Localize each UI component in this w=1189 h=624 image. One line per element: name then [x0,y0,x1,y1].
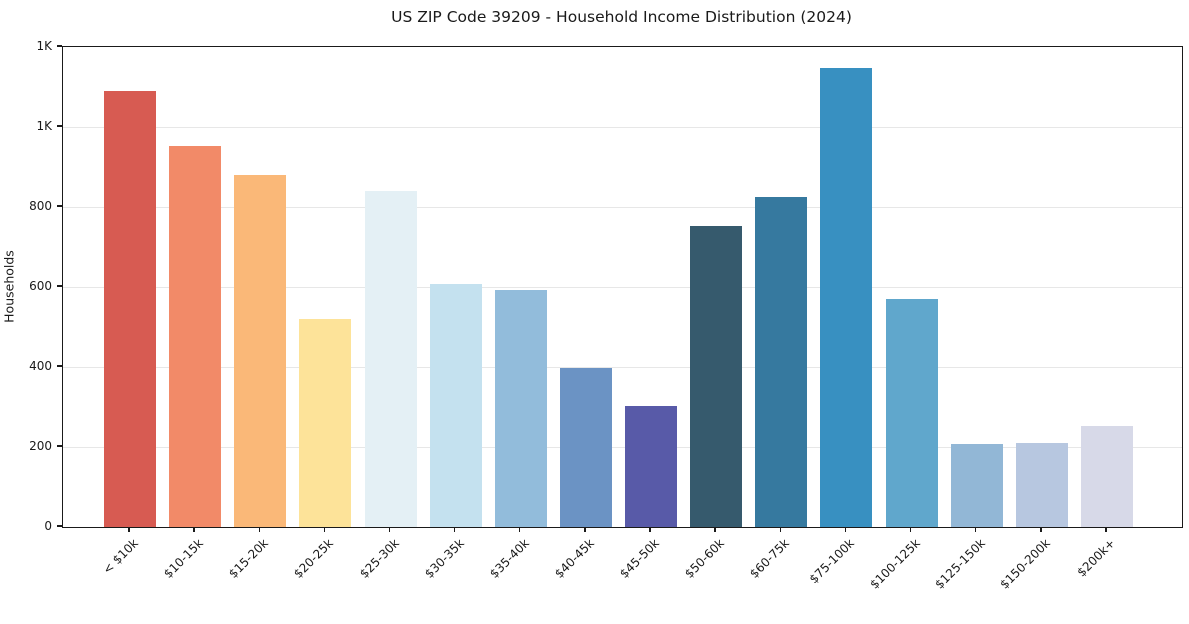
bar-$50-60k [690,225,743,527]
x-tick-mark [714,527,716,532]
gridline [63,126,1182,128]
bar-$125-150k [950,443,1003,527]
plot-area [62,46,1183,528]
x-tick-mark [258,527,260,532]
bar-$25-30k [364,191,417,527]
x-tick-mark [974,527,977,532]
y-tick-mark [57,125,62,127]
figure: US ZIP Code 39209 - Household Income Dis… [1,8,1183,592]
x-tick-mark [323,527,326,532]
x-tick-mark [1105,527,1107,532]
gridline [63,206,1182,208]
y-tick-label: 600 [29,278,52,293]
x-tick-mark [909,527,912,532]
x-tick-mark [193,527,195,532]
bar-$75-100k [820,68,873,527]
bar-$30-35k [429,283,482,527]
y-tick-label: 1K [36,118,52,133]
y-tick-mark [57,45,62,47]
y-tick-mark [57,525,62,527]
y-tick-mark [57,285,62,287]
x-tick-mark [1040,527,1042,532]
bar-$10-15k [169,146,222,527]
bar-$100-125k [885,299,938,527]
x-tick-mark [649,527,651,532]
y-tick-mark [57,205,62,207]
bar-$200k+ [1080,425,1133,527]
gridline [63,286,1182,288]
gridline [63,366,1182,368]
x-tick-mark [128,527,130,532]
y-tick-label: 1K [36,38,52,53]
y-tick-label: 0 [44,518,52,533]
x-tick-mark [453,527,456,532]
bar-$45-50k [625,405,678,527]
bar-< $10k [104,91,156,527]
chart-title: US ZIP Code 39209 - Household Income Dis… [391,8,852,26]
y-tick-mark [57,365,62,367]
x-tick-mark [584,527,586,532]
x-tick-mark [388,527,391,532]
bar-$40-45k [559,368,612,527]
x-tick-mark [519,527,521,532]
y-tick-label: 400 [29,358,52,373]
gridline [63,446,1182,448]
y-tick-label: 800 [29,198,52,213]
bar-$20-25k [299,319,352,527]
y-tick-label: 200 [29,438,52,453]
bar-$150-200k [1015,443,1068,527]
bar-$15-20k [234,175,287,527]
x-tick-mark [844,527,847,532]
bar-$35-40k [494,290,547,527]
bar-$60-75k [755,197,808,527]
y-tick-mark [57,445,62,447]
x-tick-mark [779,527,781,532]
